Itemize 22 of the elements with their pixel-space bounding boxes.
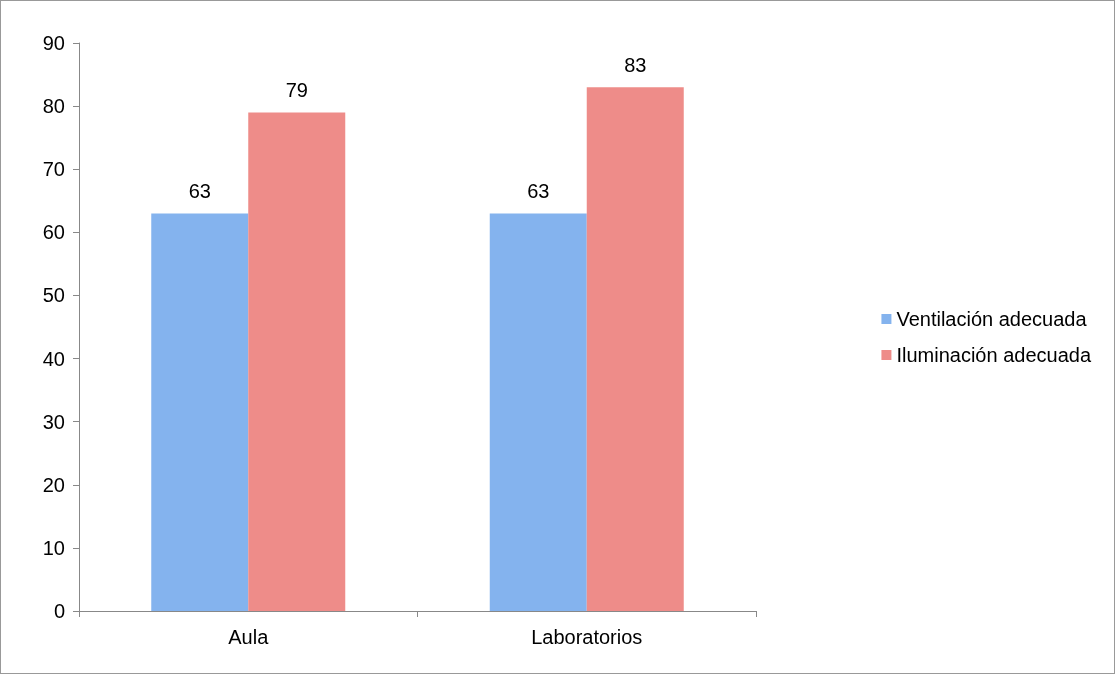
x-tick-label: Laboratorios xyxy=(531,626,643,648)
x-tick-label: Aula xyxy=(228,626,270,648)
bar xyxy=(248,112,346,611)
bar xyxy=(586,87,684,611)
y-tick-label: 40 xyxy=(42,347,65,370)
y-tick-label: 0 xyxy=(53,600,65,622)
y-tick-label: 70 xyxy=(42,158,65,181)
y-tick-label: 10 xyxy=(42,536,65,559)
y-tick-label: 80 xyxy=(42,95,65,118)
y-tick-label: 90 xyxy=(42,32,65,54)
y-tick-label: 60 xyxy=(42,221,65,244)
legend-label: Iluminación adecuada xyxy=(896,344,1092,366)
bar xyxy=(489,213,587,611)
data-label: 63 xyxy=(188,180,211,203)
y-tick-label: 30 xyxy=(42,410,65,433)
data-label: 83 xyxy=(624,54,647,77)
data-label: 79 xyxy=(285,79,308,102)
y-tick-label: 20 xyxy=(42,473,65,496)
bar xyxy=(151,213,249,611)
legend-label: Ventilación adecuada xyxy=(896,308,1088,330)
data-label: 63 xyxy=(527,180,550,203)
y-tick-label: 50 xyxy=(42,284,65,307)
